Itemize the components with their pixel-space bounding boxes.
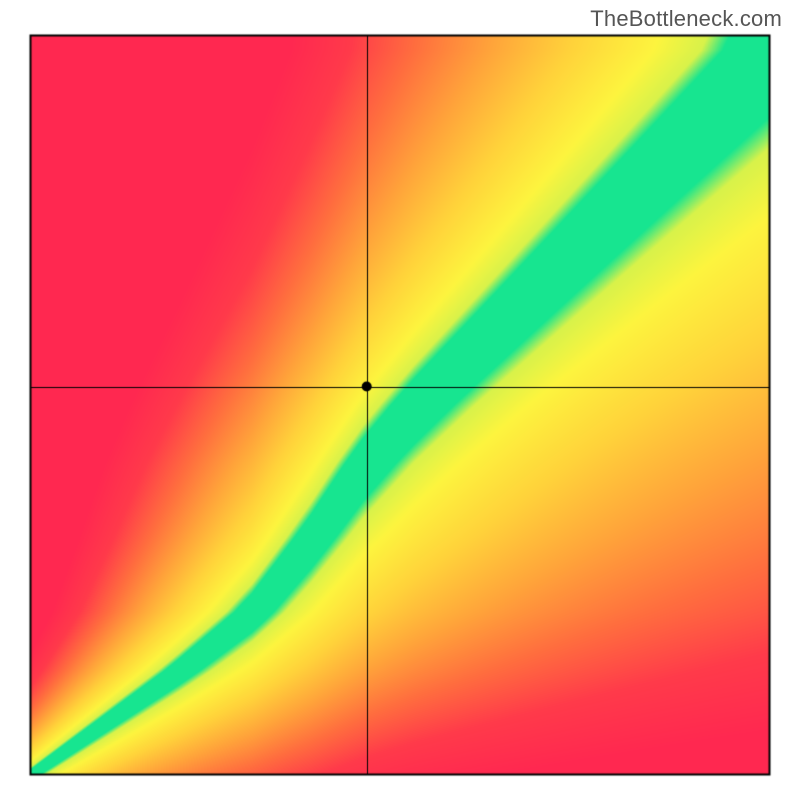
watermark-text: TheBottleneck.com	[590, 6, 782, 32]
bottleneck-heatmap	[0, 0, 800, 800]
